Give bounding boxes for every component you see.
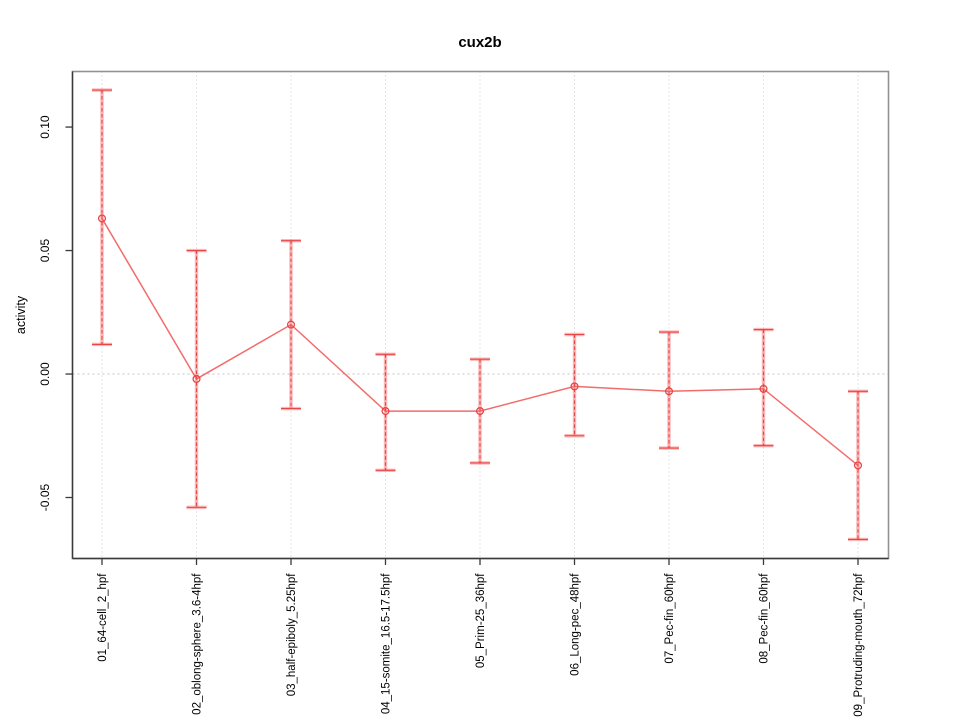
axes-layer: -0.05 0.00 0.05 0.10 01_64-cell_2_hpf 02_oblo… bbox=[38, 70, 890, 717]
y-tick-label: 0.05 bbox=[38, 239, 52, 263]
data-point bbox=[759, 384, 768, 393]
x-tick-label: 07_Pec-fin_60hpf bbox=[664, 573, 676, 664]
y-tick-label: 0.10 bbox=[38, 115, 52, 139]
x-tick-label: 02_oblong-sphere_3.6-4hpf bbox=[192, 573, 204, 715]
x-tick-label: 06_Long-pec_48hpf bbox=[570, 573, 582, 676]
data-point bbox=[664, 387, 674, 396]
data-point bbox=[286, 320, 296, 329]
x-tick-label: 01_64-cell_2_hpf bbox=[97, 573, 109, 662]
data-point bbox=[853, 461, 863, 470]
data-series-layer bbox=[92, 88, 868, 542]
data-point bbox=[192, 374, 201, 384]
y-axis-label: activity bbox=[14, 295, 28, 334]
y-tick-label: -0.05 bbox=[38, 484, 52, 512]
gridlines-layer bbox=[72, 71, 889, 559]
x-tick-label: 05_Prim-25_36hpf bbox=[475, 573, 487, 668]
y-tick-label: 0.00 bbox=[38, 362, 52, 386]
data-point bbox=[97, 214, 107, 223]
x-tick-label: 04_15-somite_16.5-17.5hpf bbox=[381, 573, 393, 714]
data-point bbox=[475, 407, 485, 416]
x-tick-label: 08_Pec-fin_60hpf bbox=[759, 573, 771, 664]
x-tick-label: 03_half-epiboly_5.25hpf bbox=[286, 573, 298, 697]
x-tick-label: 09_Protruding-mouth_72hpf bbox=[853, 573, 865, 717]
data-point bbox=[381, 407, 390, 416]
data-point bbox=[570, 382, 579, 391]
chart-title: cux2b bbox=[458, 34, 501, 51]
series-line bbox=[101, 218, 859, 466]
